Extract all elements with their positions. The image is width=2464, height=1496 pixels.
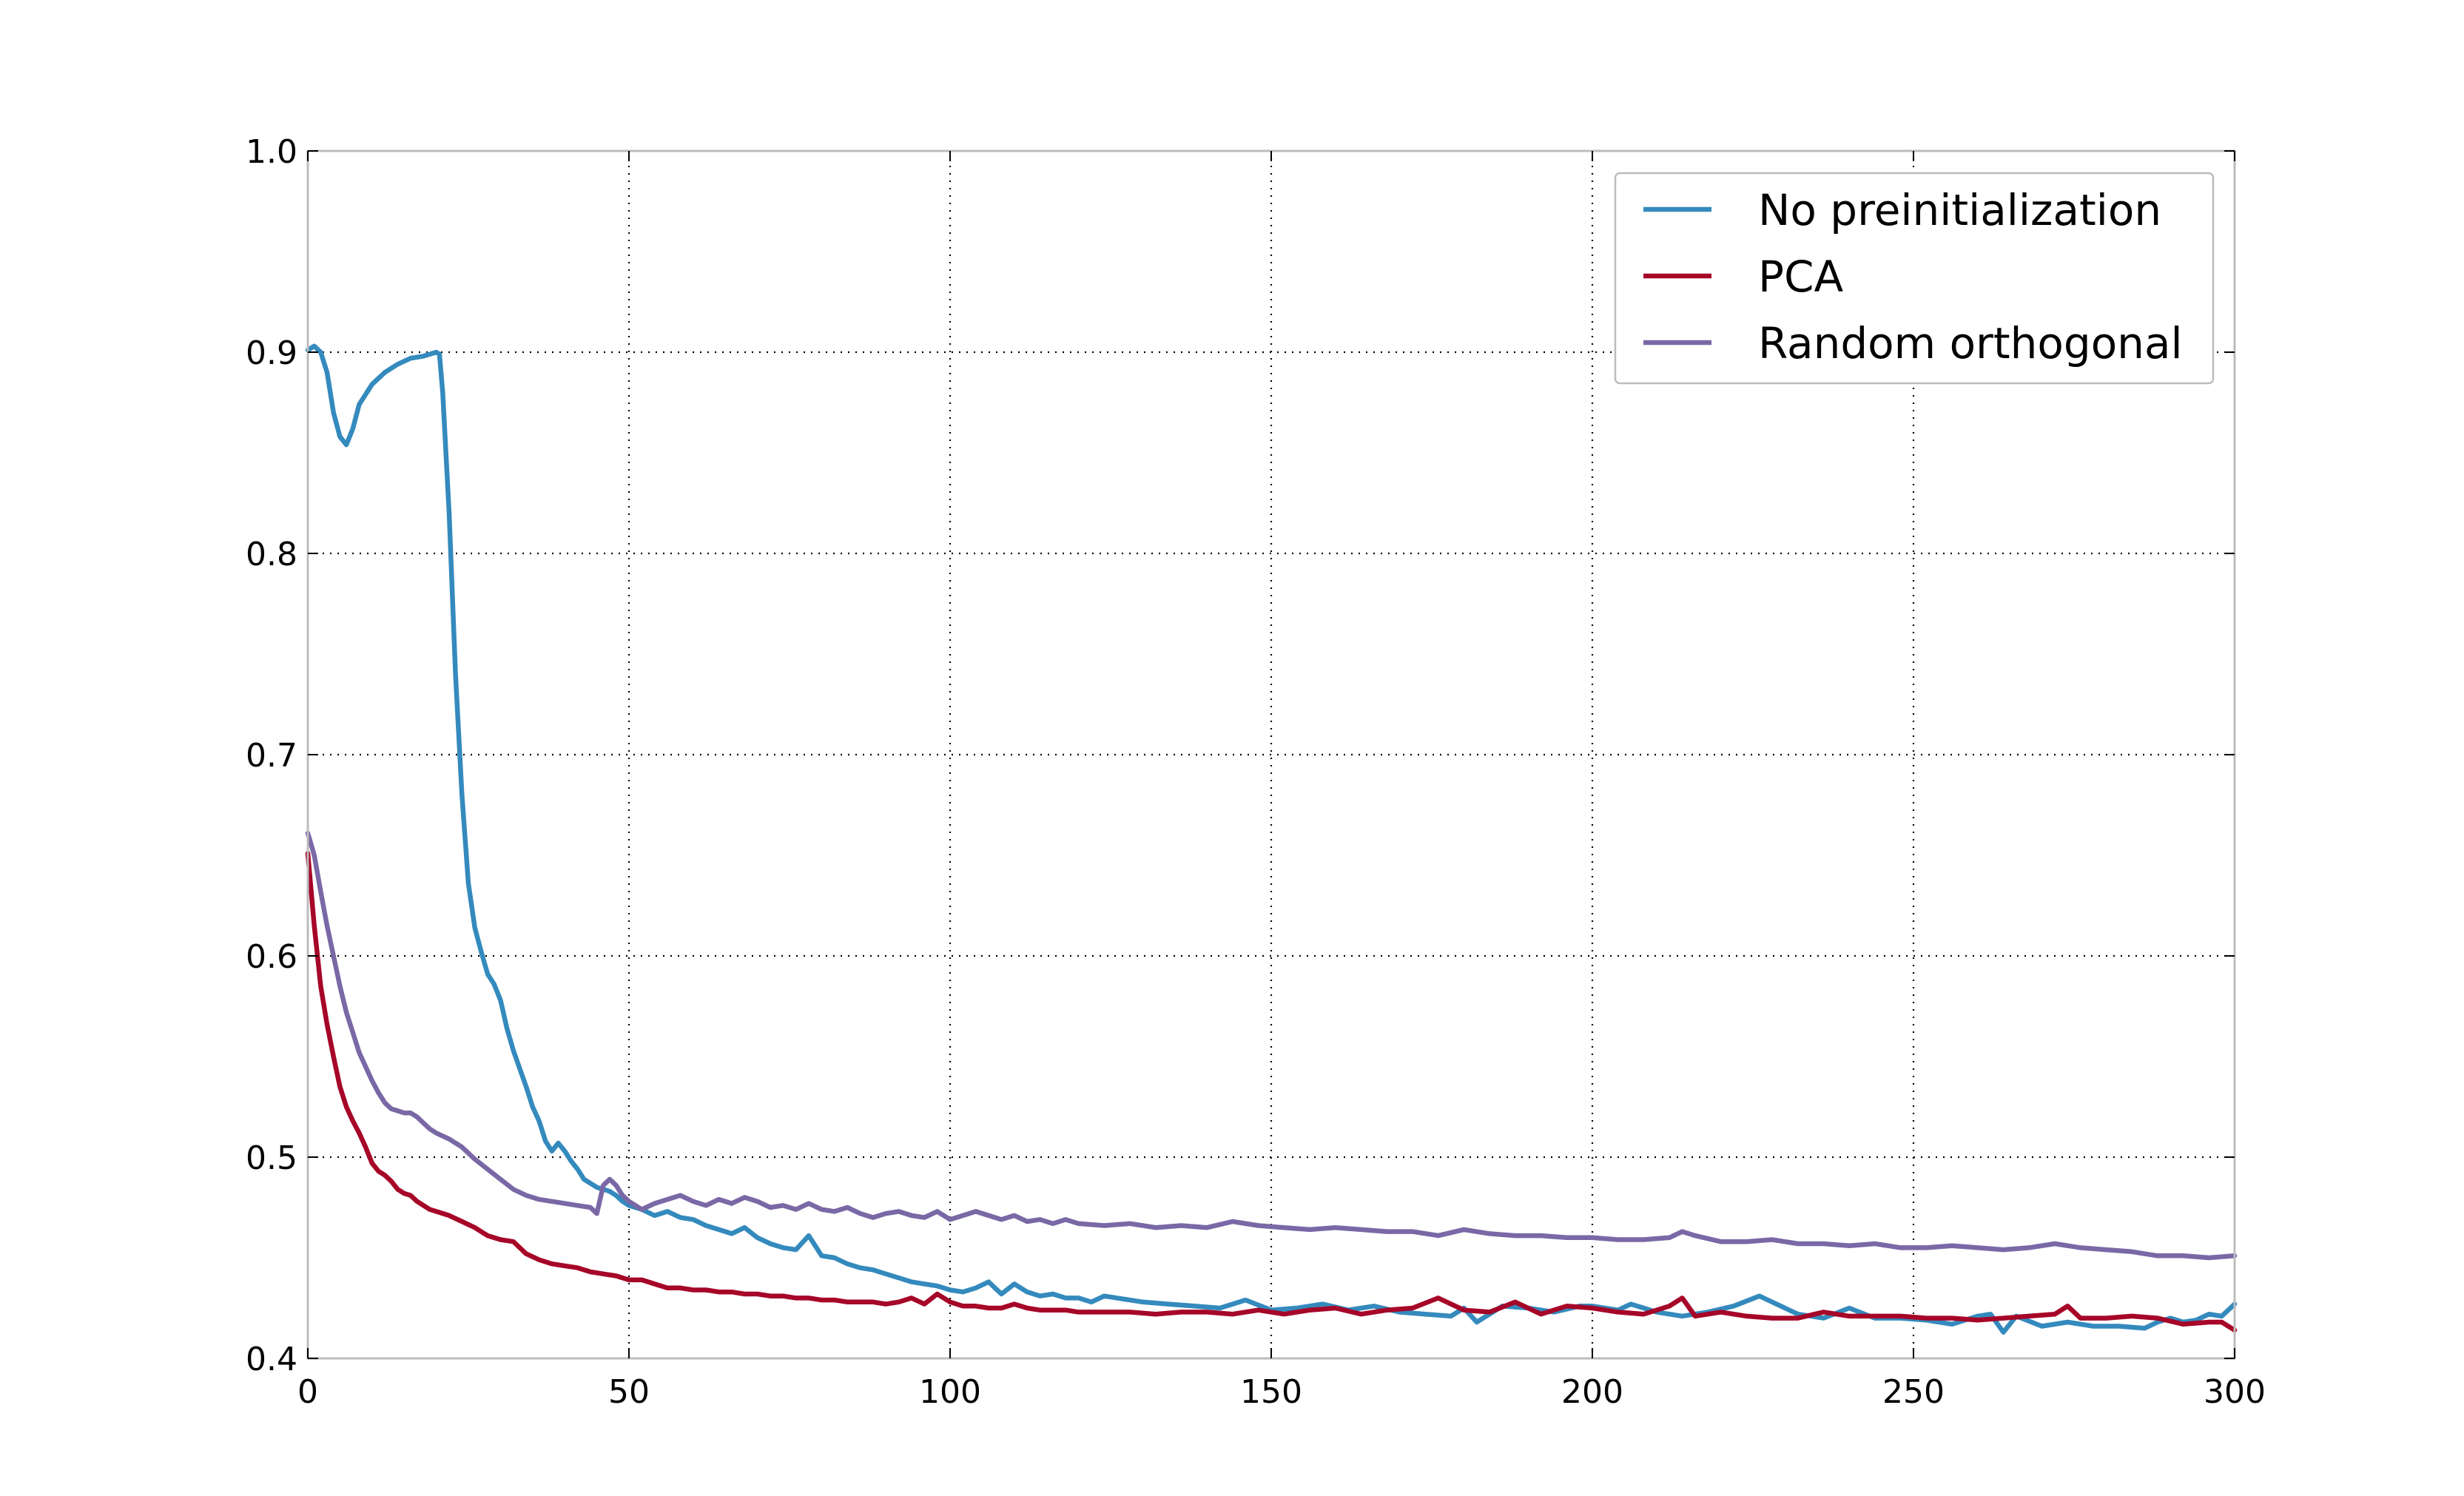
y-tick-label: 0.6 <box>246 938 297 976</box>
y-tick-label: 1.0 <box>246 133 297 171</box>
y-tick-label: 0.7 <box>246 737 297 775</box>
x-tick-label: 300 <box>2204 1373 2266 1411</box>
x-tick-label: 0 <box>297 1373 318 1411</box>
tick-marks <box>307 150 2235 1359</box>
legend-label-0: No preinitialization <box>1758 185 2161 235</box>
series-line-1 <box>305 851 2238 1333</box>
x-tick-label: 250 <box>1882 1373 1945 1411</box>
y-tick-label: 0.5 <box>246 1139 297 1177</box>
x-tick-label: 100 <box>919 1373 981 1411</box>
legend-frame <box>1614 172 2215 385</box>
y-tick-label: 0.4 <box>246 1341 297 1378</box>
x-tick-label: 150 <box>1240 1373 1302 1411</box>
x-tick-label: 50 <box>608 1373 650 1411</box>
legend-label-1: PCA <box>1758 252 1843 302</box>
series-lines <box>305 343 2238 1335</box>
series-line-2 <box>305 830 2238 1261</box>
series-line-0 <box>305 343 2238 1335</box>
legend-label-2: Random orthogonal <box>1758 318 2183 368</box>
grid-lines <box>308 151 2235 1358</box>
y-tick-label: 0.9 <box>246 334 297 372</box>
legend: No preinitialization PCA Random orthogonal <box>1614 172 2215 385</box>
y-tick-labels: 0.4 0.5 0.6 0.7 0.8 0.9 1.0 <box>246 133 297 1378</box>
x-tick-labels: 0 50 100 150 200 250 300 <box>297 1373 2266 1411</box>
x-tick-label: 200 <box>1561 1373 1623 1411</box>
y-tick-label: 0.8 <box>246 536 297 573</box>
